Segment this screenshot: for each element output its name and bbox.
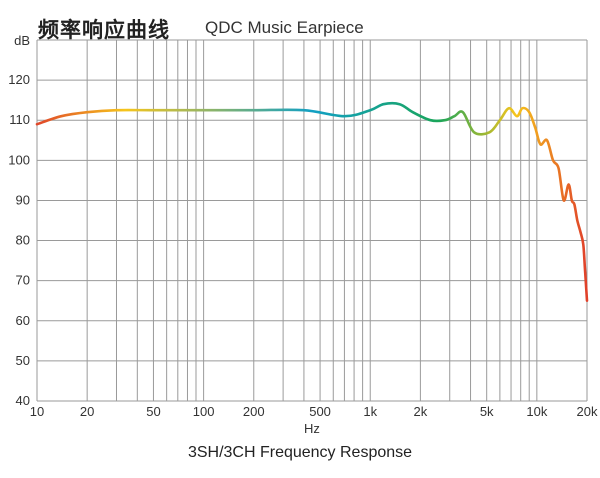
y-tick-label: 90 (16, 192, 30, 207)
y-tick-label: 120 (8, 72, 30, 87)
y-tick-label: 70 (16, 273, 30, 288)
x-tick-label: 2k (414, 404, 428, 419)
y-axis-label: dB (14, 33, 30, 48)
y-tick-label: 50 (16, 353, 30, 368)
vertical-gridlines (36, 40, 588, 401)
x-tick-label: 5k (480, 404, 494, 419)
horizontal-gridlines (37, 39, 587, 402)
chart-caption: 3SH/3CH Frequency Response (187, 444, 413, 461)
y-tick-label: 80 (16, 233, 30, 248)
y-tick-label: 100 (8, 152, 30, 167)
x-tick-label: 10k (526, 404, 547, 419)
x-tick-label: 100 (193, 404, 215, 419)
y-tick-label: 60 (16, 313, 30, 328)
x-tick-label: 200 (243, 404, 265, 419)
x-tick-label: 10 (30, 404, 44, 419)
chart-subtitle: QDC Music Earpiece (205, 18, 364, 37)
chart-title-zh: 频率响应曲线 (38, 18, 170, 42)
x-tick-label: 20k (577, 404, 598, 419)
y-tick-label: 40 (16, 393, 30, 408)
x-tick-label: 1k (363, 404, 377, 419)
x-axis-label: Hz (304, 421, 320, 436)
x-tick-label: 20 (80, 404, 94, 419)
response-curve (35, 102, 589, 302)
x-tick-labels: 10 20 50 100 200 500 1k 2k 5k 10k 20k (30, 404, 598, 419)
frequency-response-chart: 40 50 60 70 80 90 100 110 120 10 20 50 100 200 500 1k 2… (8, 33, 598, 436)
y-tick-labels: 40 50 60 70 80 90 100 110 120 (8, 72, 30, 408)
x-tick-label: 50 (146, 404, 160, 419)
y-tick-label: 110 (9, 112, 30, 127)
x-tick-label: 500 (309, 404, 331, 419)
